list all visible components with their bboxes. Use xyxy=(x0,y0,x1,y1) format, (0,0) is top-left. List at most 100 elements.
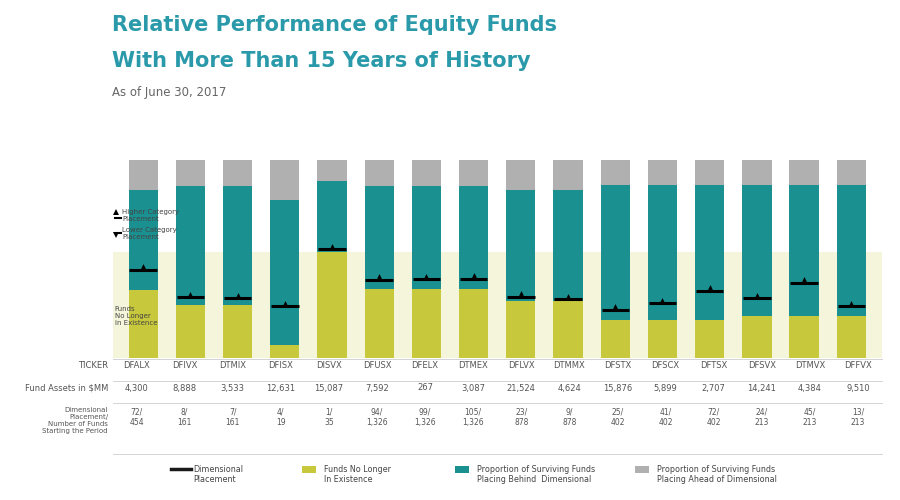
Bar xyxy=(364,186,394,289)
Text: 2,707: 2,707 xyxy=(702,384,725,392)
Text: 45/
213: 45/ 213 xyxy=(803,408,817,427)
Bar xyxy=(318,160,346,181)
Bar xyxy=(364,289,394,358)
Bar xyxy=(176,186,205,304)
Bar xyxy=(742,316,771,358)
Text: 105/
1,326: 105/ 1,326 xyxy=(463,408,484,427)
Bar xyxy=(318,252,346,358)
Bar xyxy=(270,346,300,358)
Bar xyxy=(837,186,866,316)
Bar xyxy=(364,160,394,186)
Text: 99/
1,326: 99/ 1,326 xyxy=(414,408,436,427)
Bar xyxy=(695,160,725,185)
Bar xyxy=(176,160,205,186)
Text: DFELX: DFELX xyxy=(411,361,438,370)
Bar xyxy=(742,186,771,316)
Text: 5,899: 5,899 xyxy=(653,384,678,392)
Bar xyxy=(318,181,346,252)
Text: 8/
161: 8/ 161 xyxy=(177,408,192,427)
Text: 4/
19: 4/ 19 xyxy=(276,408,285,427)
Bar xyxy=(459,289,489,358)
Text: DFISX: DFISX xyxy=(268,361,293,370)
Text: 267: 267 xyxy=(417,384,433,392)
Bar xyxy=(129,290,158,358)
Bar xyxy=(270,200,300,346)
Text: 4,624: 4,624 xyxy=(557,384,581,392)
Bar xyxy=(176,304,205,358)
Text: DFTSX: DFTSX xyxy=(700,361,727,370)
Bar xyxy=(459,186,489,289)
Bar xyxy=(742,160,771,186)
Text: As of June 30, 2017: As of June 30, 2017 xyxy=(112,86,227,99)
Bar xyxy=(789,316,819,358)
Bar xyxy=(459,160,489,186)
Text: 3,087: 3,087 xyxy=(461,384,485,392)
Text: 13/
213: 13/ 213 xyxy=(850,408,865,427)
Text: 7/
161: 7/ 161 xyxy=(226,408,240,427)
Bar xyxy=(506,190,536,300)
Text: 1/
35: 1/ 35 xyxy=(324,408,334,427)
Text: 9,510: 9,510 xyxy=(846,384,869,392)
Bar xyxy=(412,186,441,289)
Bar xyxy=(648,320,677,358)
Text: Dimensional
Placement: Dimensional Placement xyxy=(194,465,244,484)
Text: Funds
No Longer
in Existence: Funds No Longer in Existence xyxy=(115,306,158,326)
Text: 23/
878: 23/ 878 xyxy=(514,408,528,427)
Text: 12,631: 12,631 xyxy=(266,384,295,392)
Bar xyxy=(554,190,582,300)
Text: DFSTX: DFSTX xyxy=(604,361,631,370)
Text: 41/
402: 41/ 402 xyxy=(658,408,673,427)
Bar xyxy=(695,320,725,358)
Text: Proportion of Surviving Funds
Placing Ahead of Dimensional: Proportion of Surviving Funds Placing Ah… xyxy=(657,465,777,484)
Bar xyxy=(789,160,819,186)
Text: 14,241: 14,241 xyxy=(747,384,776,392)
Text: 4,384: 4,384 xyxy=(798,384,822,392)
Bar xyxy=(600,320,630,358)
Text: DFLVX: DFLVX xyxy=(508,361,535,370)
Text: 25/
402: 25/ 402 xyxy=(610,408,625,427)
Text: DISVX: DISVX xyxy=(316,361,342,370)
Bar xyxy=(648,185,677,320)
Text: 15,087: 15,087 xyxy=(314,384,344,392)
Text: DFSCX: DFSCX xyxy=(652,361,680,370)
Bar xyxy=(554,160,582,190)
Bar xyxy=(223,304,252,358)
Text: DTMVX: DTMVX xyxy=(795,361,825,370)
Text: With More Than 15 Years of History: With More Than 15 Years of History xyxy=(112,51,531,71)
Text: DFFVX: DFFVX xyxy=(844,361,872,370)
Text: DTMIX: DTMIX xyxy=(220,361,247,370)
Text: DFIVX: DFIVX xyxy=(172,361,197,370)
Text: 9/
878: 9/ 878 xyxy=(562,408,577,427)
Text: 8,888: 8,888 xyxy=(173,384,197,392)
Bar xyxy=(837,316,866,358)
Bar xyxy=(506,160,536,190)
Bar xyxy=(129,160,158,190)
Bar xyxy=(270,160,300,200)
Bar xyxy=(554,300,582,358)
Text: 7,592: 7,592 xyxy=(365,384,389,392)
Bar xyxy=(223,186,252,304)
Text: 3,533: 3,533 xyxy=(220,384,245,392)
Bar xyxy=(506,300,536,358)
Bar xyxy=(600,160,630,185)
Text: 15,876: 15,876 xyxy=(603,384,632,392)
Text: Proportion of Surviving Funds
Placing Behind  Dimensional: Proportion of Surviving Funds Placing Be… xyxy=(477,465,595,484)
Bar xyxy=(837,160,866,186)
Text: DTMEX: DTMEX xyxy=(458,361,488,370)
Text: DFSVX: DFSVX xyxy=(748,361,776,370)
Text: Higher Category
Placement: Higher Category Placement xyxy=(122,209,179,222)
Text: 72/
402: 72/ 402 xyxy=(706,408,721,427)
Text: DFALX: DFALX xyxy=(123,361,150,370)
Text: 94/
1,326: 94/ 1,326 xyxy=(366,408,388,427)
Text: Relative Performance of Equity Funds: Relative Performance of Equity Funds xyxy=(112,15,557,35)
Bar xyxy=(223,160,252,186)
Bar xyxy=(789,186,819,316)
Text: 72/
454: 72/ 454 xyxy=(130,408,144,427)
Bar xyxy=(129,190,158,290)
Bar xyxy=(412,160,441,186)
Bar xyxy=(648,160,677,185)
Bar xyxy=(695,185,725,320)
Bar xyxy=(412,289,441,358)
Text: Lower Category
Placement: Lower Category Placement xyxy=(122,227,177,240)
Text: 4,300: 4,300 xyxy=(125,384,148,392)
